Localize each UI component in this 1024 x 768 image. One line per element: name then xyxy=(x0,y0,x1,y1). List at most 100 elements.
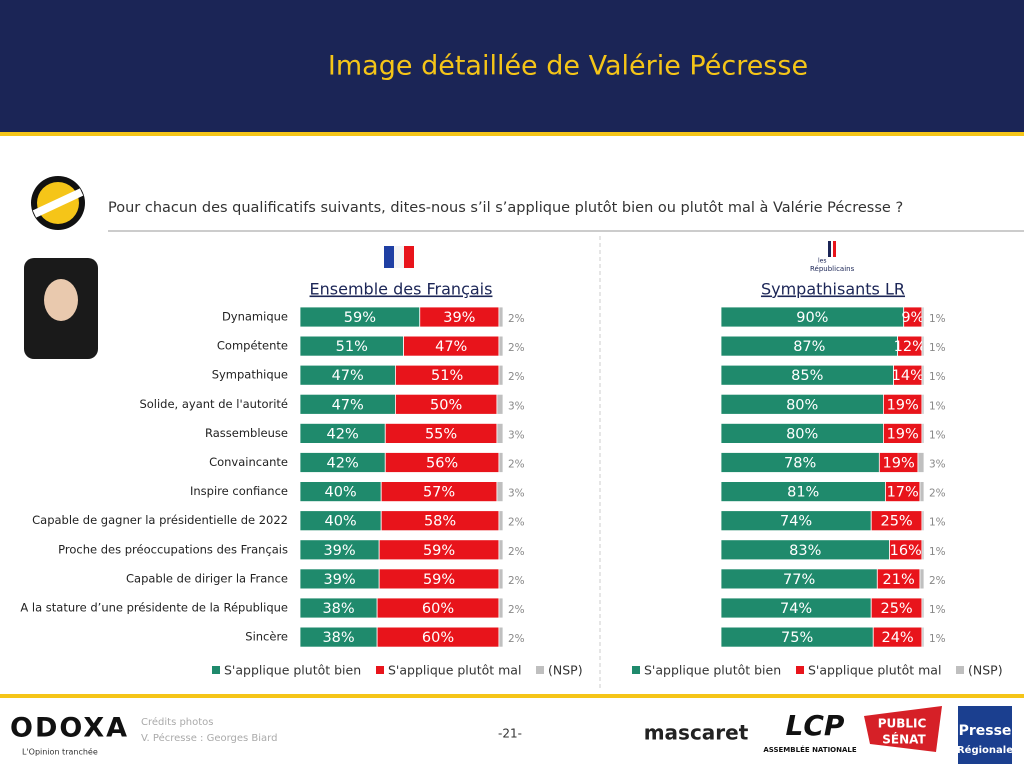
lr-logo-text: Républicains xyxy=(810,265,855,273)
value-label: 14% xyxy=(892,368,924,384)
value-label: 3% xyxy=(508,400,525,412)
bar-segment xyxy=(921,422,925,444)
legend-swatch xyxy=(956,666,964,674)
value-label: 9% xyxy=(901,310,924,326)
legend-swatch xyxy=(632,666,640,674)
value-label: 1% xyxy=(929,342,946,354)
bar-segment xyxy=(921,393,925,415)
bar-segment xyxy=(919,481,925,503)
bar-segment xyxy=(921,364,925,386)
value-label: 74% xyxy=(780,601,812,617)
value-label: 47% xyxy=(332,397,364,413)
value-label: 2% xyxy=(508,633,525,645)
value-label: 19% xyxy=(887,426,919,442)
legend-swatch xyxy=(376,666,384,674)
category-label: Capable de diriger la France xyxy=(126,571,288,585)
value-label: 3% xyxy=(508,488,525,500)
bar-segment xyxy=(496,422,504,444)
value-label: 2% xyxy=(508,604,525,616)
legend-label: (NSP) xyxy=(968,663,1003,678)
category-label: Compétente xyxy=(217,339,288,353)
value-label: 59% xyxy=(423,572,455,588)
mascaret-logo: mascaret xyxy=(644,721,749,745)
value-label: 1% xyxy=(929,604,946,616)
value-label: 58% xyxy=(424,514,456,530)
value-label: 83% xyxy=(789,543,821,559)
category-label: Convaincante xyxy=(209,455,288,469)
bar-segment xyxy=(921,510,925,532)
value-label: 3% xyxy=(929,459,946,471)
category-label: Rassembleuse xyxy=(205,426,288,440)
value-label: 81% xyxy=(787,485,819,501)
value-label: 47% xyxy=(332,368,364,384)
value-label: 87% xyxy=(793,339,825,355)
question: Pour chacun des qualificatifs suivants, … xyxy=(108,200,903,216)
value-label: 75% xyxy=(781,630,813,646)
value-label: 1% xyxy=(929,633,946,645)
value-label: 55% xyxy=(425,426,457,442)
value-label: 42% xyxy=(327,426,359,442)
public-senat-text: PUBLIC xyxy=(878,717,927,731)
bar-segment xyxy=(498,597,504,619)
odoxa-tagline: L'Opinion tranchée xyxy=(22,747,98,757)
legend-swatch xyxy=(212,666,220,674)
value-label: 1% xyxy=(929,517,946,529)
value-label: 12% xyxy=(894,339,926,355)
footer-rule xyxy=(0,694,1024,698)
bar-segment xyxy=(498,568,504,590)
value-label: 77% xyxy=(783,572,815,588)
bar-segment xyxy=(921,597,925,619)
value-label: 25% xyxy=(880,514,912,530)
presse-text: Régionale xyxy=(957,744,1013,756)
value-label: 57% xyxy=(423,485,455,501)
bar-segment xyxy=(921,626,925,648)
value-label: 1% xyxy=(929,313,946,325)
category-label: Sympathique xyxy=(212,368,288,382)
credits: Crédits photos xyxy=(141,716,214,728)
value-label: 1% xyxy=(929,429,946,441)
public-senat-logo: PUBLIC SÉNAT xyxy=(864,706,942,752)
value-label: 2% xyxy=(508,546,525,558)
lr-logo: les Républicains xyxy=(810,241,855,273)
value-label: 74% xyxy=(780,514,812,530)
lcp-sub: ASSEMBLÉE NATIONALE xyxy=(763,745,857,754)
page-number: -21- xyxy=(498,727,522,741)
header-band xyxy=(0,0,1024,132)
value-label: 39% xyxy=(443,310,475,326)
flag-icon xyxy=(384,246,414,268)
legend-label: (NSP) xyxy=(548,663,583,678)
public-senat-text: SÉNAT xyxy=(882,732,926,747)
value-label: 90% xyxy=(796,310,828,326)
presse-logo: Presse Régionale xyxy=(957,706,1013,764)
bar-segment xyxy=(498,364,504,386)
value-label: 51% xyxy=(336,339,368,355)
legend-swatch xyxy=(536,666,544,674)
value-label: 80% xyxy=(786,397,818,413)
bar-segment xyxy=(498,510,504,532)
bar-segment xyxy=(498,452,504,473)
category-label: Solide, ayant de l'autorité xyxy=(139,397,288,411)
category-label: A la stature d’une présidente de la Répu… xyxy=(20,601,288,615)
value-label: 60% xyxy=(422,601,454,617)
header-rule xyxy=(0,132,1024,136)
value-label: 56% xyxy=(426,456,458,472)
value-label: 19% xyxy=(887,397,919,413)
value-label: 51% xyxy=(431,368,463,384)
value-label: 39% xyxy=(323,572,355,588)
value-label: 60% xyxy=(422,630,454,646)
bar-segment xyxy=(498,539,504,561)
value-label: 1% xyxy=(929,400,946,412)
bar-segment xyxy=(921,335,925,357)
legend-label: S'applique plutôt bien xyxy=(224,663,361,678)
bar-segment xyxy=(921,306,925,328)
category-label: Dynamique xyxy=(222,310,288,324)
value-label: 38% xyxy=(322,630,354,646)
category-label: Proche des préoccupations des Français xyxy=(58,542,288,556)
odoxa-logo: ODOXA xyxy=(10,713,129,744)
value-label: 19% xyxy=(883,456,915,472)
category-label: Sincère xyxy=(245,630,288,644)
legend-label: S'applique plutôt bien xyxy=(644,663,781,678)
value-label: 2% xyxy=(929,575,946,587)
bar-segment xyxy=(921,539,925,561)
